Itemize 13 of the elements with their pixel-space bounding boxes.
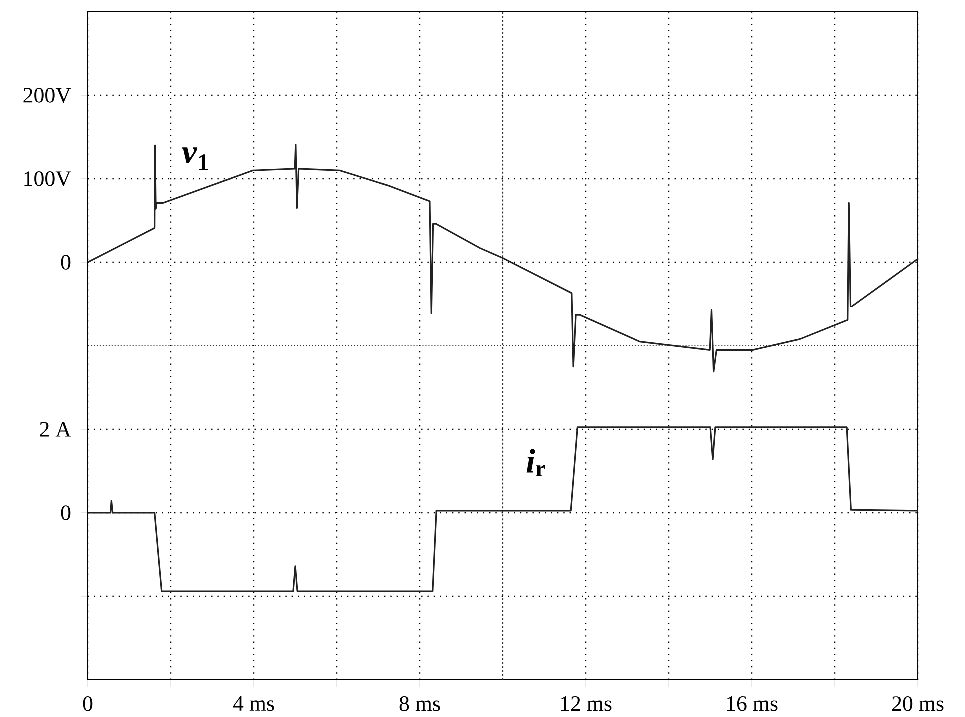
annotation: i$_{r}$ (526, 449, 546, 477)
annotation: v$_{1}$ (182, 148, 208, 170)
x-tick-label: 8 ms (400, 696, 440, 712)
y-tick-label: 100V (24, 172, 72, 186)
x-tick-label: 0 (83, 696, 93, 712)
x-tick-label: 12 ms (561, 696, 612, 712)
y2-tick-label: 2 A (40, 422, 72, 437)
y-tick-label: 200V (24, 88, 72, 103)
x-tick-label: 16 ms (727, 696, 778, 712)
y-tick-label: 0 (61, 255, 71, 270)
line-series (88, 426, 918, 592)
x-tick-label: 20 ms (892, 696, 944, 712)
x-tick-label: 4 ms (233, 696, 274, 712)
